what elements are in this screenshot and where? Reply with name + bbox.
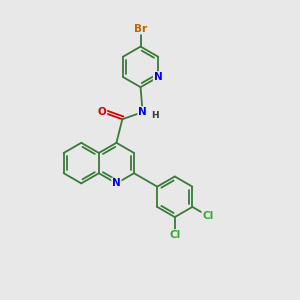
Text: H: H (151, 112, 159, 121)
Text: Br: Br (134, 24, 147, 34)
Text: N: N (138, 107, 147, 117)
Text: O: O (98, 107, 106, 117)
Text: Cl: Cl (202, 211, 214, 221)
Text: N: N (154, 72, 163, 82)
Text: Cl: Cl (169, 230, 180, 240)
Text: N: N (112, 178, 121, 188)
